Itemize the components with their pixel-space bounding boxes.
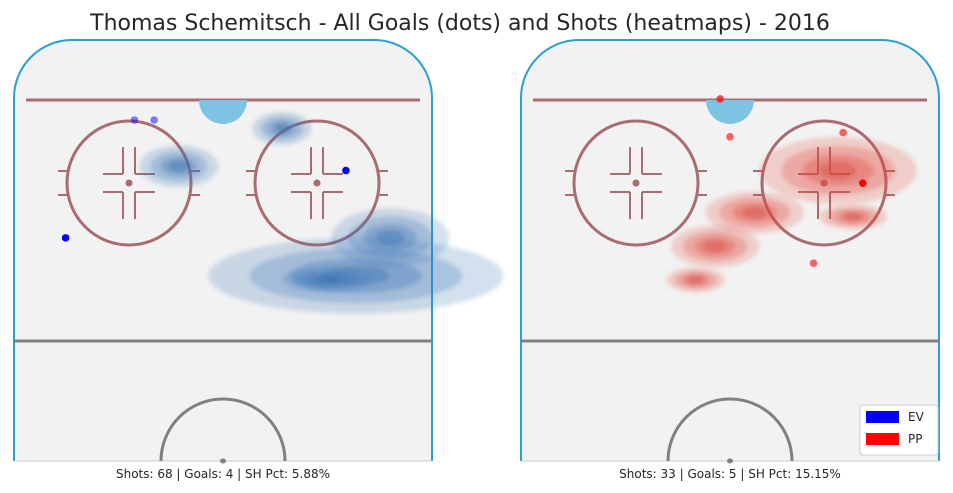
legend-label-ev: EV (908, 410, 925, 424)
center-dot (220, 459, 226, 464)
heatmap-contour (845, 214, 860, 220)
heatmap-contour (689, 277, 702, 283)
panel-caption: Shots: 33 | Goals: 5 | SH Pct: 15.15% (619, 467, 841, 481)
chart-title: Thomas Schemitsch - All Goals (dots) and… (89, 11, 830, 36)
goal-dot (810, 259, 818, 267)
panel-caption: Shots: 68 | Goals: 4 | SH Pct: 5.88% (116, 467, 330, 481)
goal-dot (716, 95, 724, 103)
goal-dot (859, 179, 867, 187)
legend-swatch-pp (866, 433, 899, 445)
legend-swatch-ev (866, 411, 899, 423)
heatmap-contour (276, 125, 289, 132)
heatmap-contour (377, 231, 403, 244)
heatmap-contour (706, 242, 725, 251)
heatmap-contour (744, 208, 766, 217)
goal-dot (131, 116, 139, 124)
goal-dot (62, 234, 70, 242)
goal-dot (342, 167, 350, 175)
legend: EV PP (860, 405, 938, 455)
heatmap-contour (170, 162, 187, 171)
goal-dot (150, 116, 158, 124)
goal-dot (726, 133, 734, 141)
legend-label-pp: PP (908, 432, 922, 446)
heatmap-contour (821, 163, 856, 178)
center-dot (727, 459, 733, 464)
rink-panel-ev: Shots: 68 | Goals: 4 | SH Pct: 5.88% (14, 40, 503, 481)
heatmap-contour (317, 277, 336, 283)
goal-dot (839, 129, 847, 137)
